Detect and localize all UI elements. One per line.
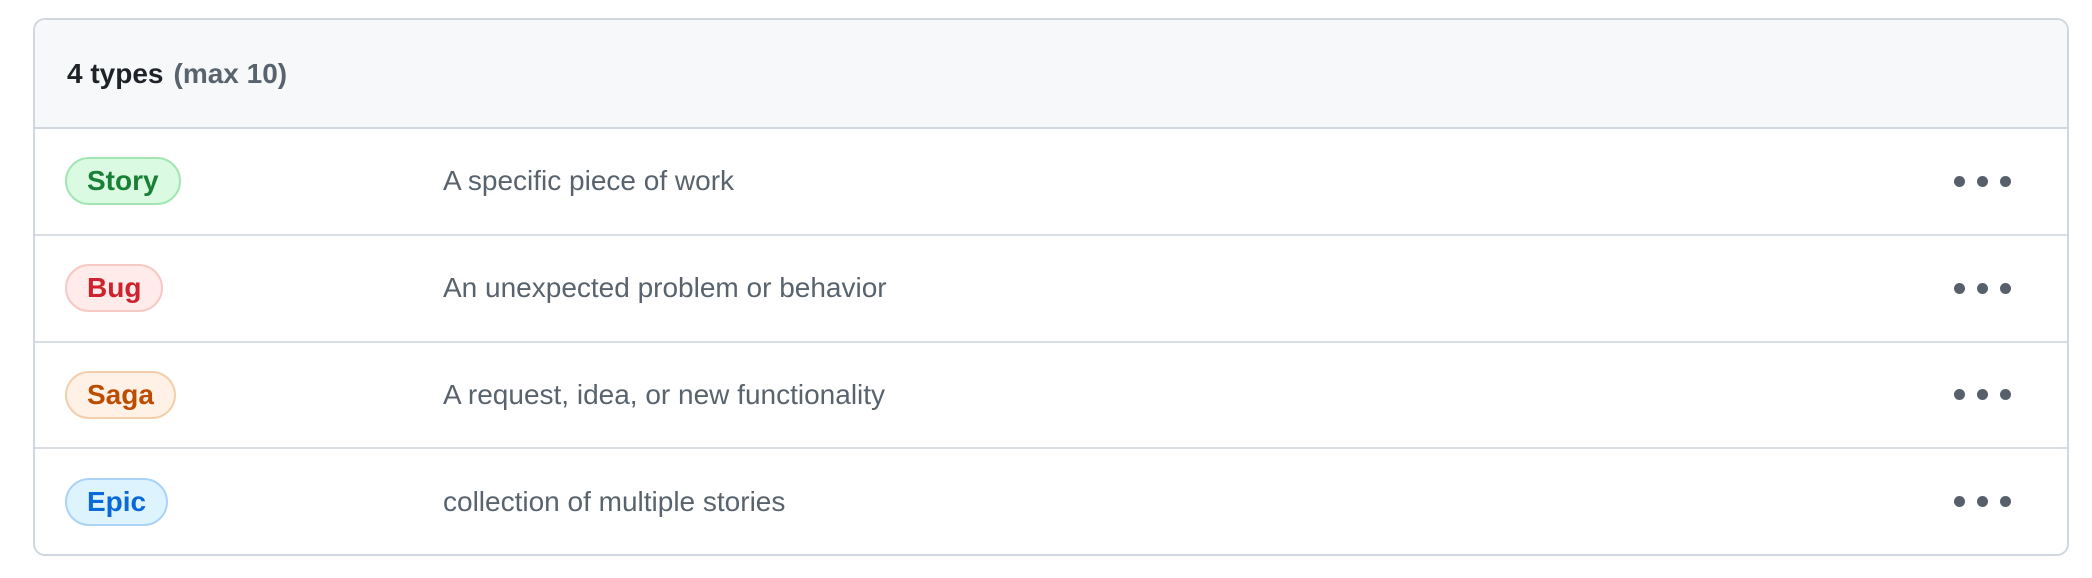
type-description: A request, idea, or new functionality (443, 378, 886, 410)
type-description: A specific piece of work (443, 165, 735, 197)
kebab-horizontal-icon (1954, 496, 2011, 508)
card-header: 4 types (max 10) (35, 20, 2067, 129)
type-badge-column: Story (65, 157, 443, 206)
type-description: collection of multiple stories (443, 485, 786, 517)
kebab-horizontal-icon (1954, 175, 2011, 187)
type-badge-column: Bug (65, 264, 443, 313)
row-menu-button[interactable] (1938, 164, 2027, 199)
kebab-horizontal-icon (1954, 282, 2011, 294)
max-types-label: (max 10) (173, 57, 288, 89)
type-row: Bug An unexpected problem or behavior (35, 233, 2067, 341)
issue-types-card: 4 types (max 10) Story A specific piece … (33, 18, 2069, 556)
row-menu-button[interactable] (1938, 484, 2027, 519)
types-count-heading: 4 types (67, 57, 164, 89)
type-badge-column: Epic (65, 477, 443, 526)
type-badge-column: Saga (65, 370, 443, 419)
type-rows: Story A specific piece of work Bug An un… (35, 129, 2067, 554)
type-badge: Story (65, 157, 181, 206)
kebab-horizontal-icon (1954, 389, 2011, 401)
type-description: An unexpected problem or behavior (443, 272, 887, 304)
type-badge: Bug (65, 264, 164, 313)
type-badge: Epic (65, 477, 169, 526)
row-menu-button[interactable] (1938, 377, 2027, 412)
type-row: Epic collection of multiple stories (35, 447, 2067, 554)
row-menu-button[interactable] (1938, 271, 2027, 306)
type-row: Saga A request, idea, or new functionali… (35, 340, 2067, 448)
type-badge: Saga (65, 370, 176, 419)
type-row: Story A specific piece of work (35, 129, 2067, 234)
